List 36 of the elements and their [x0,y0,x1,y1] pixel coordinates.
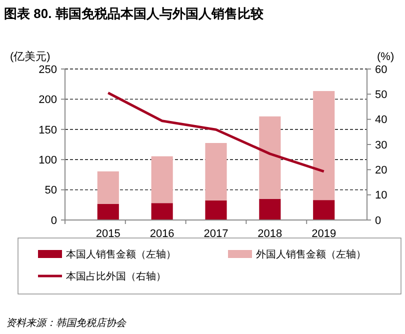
text: 资料来源：韩国免税店协会 [6,317,127,329]
bar [259,198,281,220]
y2-tick-label: 20 [375,164,388,177]
y-tick-label: 200 [38,94,57,106]
y-tick-label: 100 [38,154,57,166]
x-tick-label: 2015 [96,228,120,240]
bar [205,200,227,220]
bar [97,171,119,204]
y-tick-label: 250 [38,64,57,76]
bar [151,203,173,220]
y2-tick-label: 10 [375,190,388,202]
y2-tick-label: 30 [375,139,388,152]
bar [313,200,335,220]
y2-axis-title: (%) [377,51,394,63]
bar [205,142,227,200]
legend-label: 外国人销售金额（左轴） [256,248,366,260]
chart-title: 图表 80. 韩国免税品本国人与外国人销售比较 [4,6,264,21]
y2-tick-label: 60 [375,64,388,76]
legend-label: 本国占比外国（右轴） [66,270,166,282]
y2-tick-label: 50 [375,89,388,102]
line-series [106,92,326,173]
legend-label: 本国人销售金额（左轴） [66,248,176,260]
x-tick-label: 2019 [312,228,336,240]
x-tick-label: 2017 [204,228,228,240]
y2-tick-label: 0 [375,214,382,227]
bar [259,116,281,199]
y-tick-label: 50 [44,184,57,197]
bar [313,91,335,200]
y-axis-title: (亿美元) [10,50,50,63]
y-tick-label: 0 [50,214,57,227]
y-tick-label: 150 [38,124,57,136]
y2-tick-label: 40 [375,114,388,126]
bar [97,204,119,220]
bar [151,156,173,204]
x-tick-label: 2018 [258,228,282,240]
x-tick-label: 2016 [150,228,174,240]
